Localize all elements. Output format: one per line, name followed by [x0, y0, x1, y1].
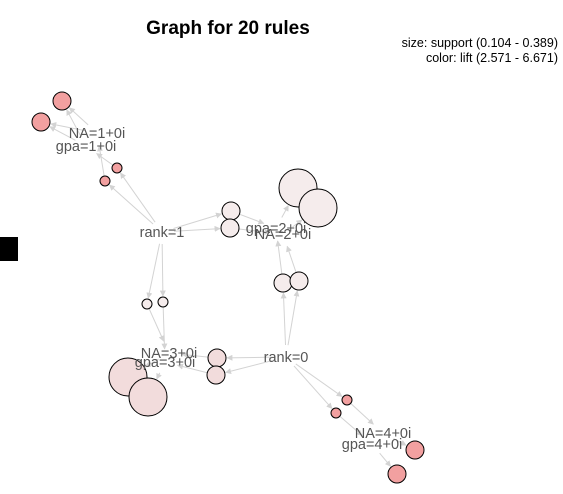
rule-node-r5[interactable]: [221, 201, 241, 221]
item-label-rank1: rank=1: [140, 225, 185, 241]
rule-node-r4[interactable]: [99, 175, 111, 187]
edge-r3-gpa1: [96, 153, 114, 166]
edge-r11-na3: [148, 308, 165, 342]
edge-r17-na4: [350, 403, 374, 425]
edge-rank0-r13: [226, 354, 275, 361]
rule-node-r1[interactable]: [52, 91, 72, 111]
rules-layer: [31, 91, 425, 484]
edge-rank1-r6: [173, 225, 221, 232]
graph-title: Graph for 20 rules: [146, 18, 310, 39]
edge-r12-gpa3: [161, 306, 168, 350]
item-label-na1: NA=1+0i: [69, 126, 125, 142]
edge-rank1-r4: [109, 184, 154, 225]
rule-node-r18[interactable]: [330, 407, 342, 419]
edge-na3-r15: [144, 358, 159, 368]
edge-gpa2-r7: [281, 204, 289, 218]
edges-layer: [49, 107, 407, 467]
item-label-gpa2: gpa=2+0i: [246, 221, 306, 237]
edge-na1-r2: [50, 122, 86, 132]
edge-r6-na2: [238, 228, 271, 235]
edge-rank0-r14: [225, 359, 275, 375]
edge-rank1-r12: [159, 243, 166, 297]
edge-rank1-r11: [146, 243, 161, 299]
rule-node-r17[interactable]: [341, 394, 353, 406]
item-label-gpa3: gpa=3+0i: [135, 355, 195, 371]
edge-r14-gpa3: [177, 363, 208, 374]
edge-na2-r8: [292, 219, 303, 228]
item-label-na4: NA=4+0i: [355, 426, 411, 442]
edge-na4-r19: [393, 438, 407, 446]
edge-r5-gpa2: [239, 213, 265, 225]
rule-node-r20[interactable]: [387, 464, 407, 484]
rule-node-r10[interactable]: [289, 271, 309, 291]
rule-node-r6[interactable]: [220, 218, 240, 238]
edge-rank0-r10: [287, 290, 300, 346]
edge-r9-gpa2: [275, 240, 283, 275]
edge-gpa1-r2: [49, 126, 76, 141]
edge-gpa1-r1: [66, 109, 81, 136]
edge-rank0-r17: [295, 363, 343, 397]
rule-node-r16[interactable]: [128, 377, 168, 417]
edge-rank0-r18: [293, 365, 333, 409]
rule-node-r19[interactable]: [405, 440, 425, 460]
edge-gpa3-r16: [156, 372, 162, 380]
edge-r13-na3: [181, 351, 209, 358]
rule-node-r2[interactable]: [31, 112, 51, 132]
rule-node-r9[interactable]: [273, 273, 293, 293]
item-label-gpa4: gpa=4+0i: [342, 437, 402, 453]
rule-node-r12[interactable]: [157, 296, 169, 308]
edge-r18-gpa4: [339, 415, 363, 436]
edge-na1-r1: [68, 107, 89, 126]
rule-node-r11[interactable]: [141, 298, 153, 310]
edge-rank0-r9: [280, 292, 287, 346]
legend-size: size: support (0.104 - 0.389): [402, 36, 558, 50]
edge-rank1-r3: [120, 172, 156, 223]
rule-node-r8[interactable]: [298, 188, 338, 228]
rule-node-r3[interactable]: [111, 162, 123, 174]
edge-r4-na1: [97, 145, 105, 177]
edge-r10-na2: [286, 245, 297, 273]
item-label-na3: NA=3+0i: [141, 346, 197, 362]
rule-node-r14[interactable]: [206, 365, 226, 385]
edge-rank1-r5: [173, 212, 223, 229]
rule-node-r13[interactable]: [207, 348, 227, 368]
item-label-gpa1: gpa=1+0i: [56, 139, 116, 155]
cursor-icon: [0, 237, 18, 261]
legend-color: color: lift (2.571 - 6.671): [426, 51, 558, 65]
edge-gpa4-r20: [379, 452, 391, 467]
item-label-na2: NA=2+0i: [255, 227, 311, 243]
item-label-rank0: rank=0: [264, 350, 309, 366]
